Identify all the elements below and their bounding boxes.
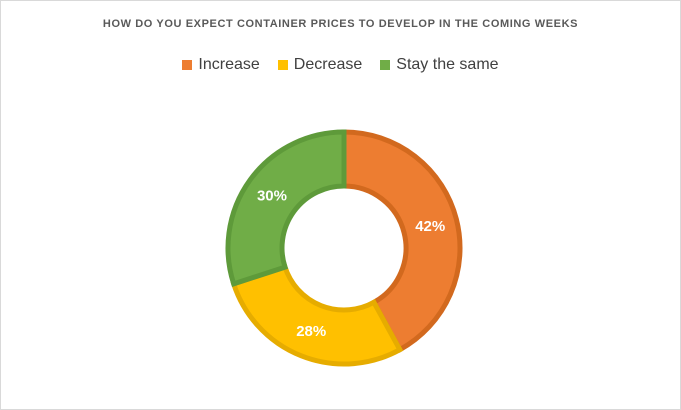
chart-title: HOW DO YOU EXPECT CONTAINER PRICES TO DE… <box>102 18 579 30</box>
legend-swatch-stay-the-same <box>380 60 391 70</box>
slice-stay-the-same <box>225 129 347 287</box>
legend-item-decrease: Decrease <box>277 56 363 74</box>
legend-label-decrease: Decrease <box>293 56 363 73</box>
slice-increase <box>341 129 463 354</box>
legend-swatch-increase <box>182 60 193 70</box>
chart-legend: Increase Decrease Stay the same <box>0 56 681 74</box>
data-label-increase: 42% <box>415 218 445 235</box>
legend-label-stay-the-same: Stay the same <box>396 56 499 73</box>
slice-decrease <box>230 264 404 367</box>
legend-item-stay-the-same: Stay the same <box>380 56 499 74</box>
legend-label-increase: Increase <box>198 56 260 73</box>
data-label-stay-the-same: 30% <box>257 188 287 205</box>
legend-swatch-decrease <box>277 60 288 70</box>
legend-item-increase: Increase <box>182 56 260 74</box>
data-label-decrease: 28% <box>296 323 326 340</box>
